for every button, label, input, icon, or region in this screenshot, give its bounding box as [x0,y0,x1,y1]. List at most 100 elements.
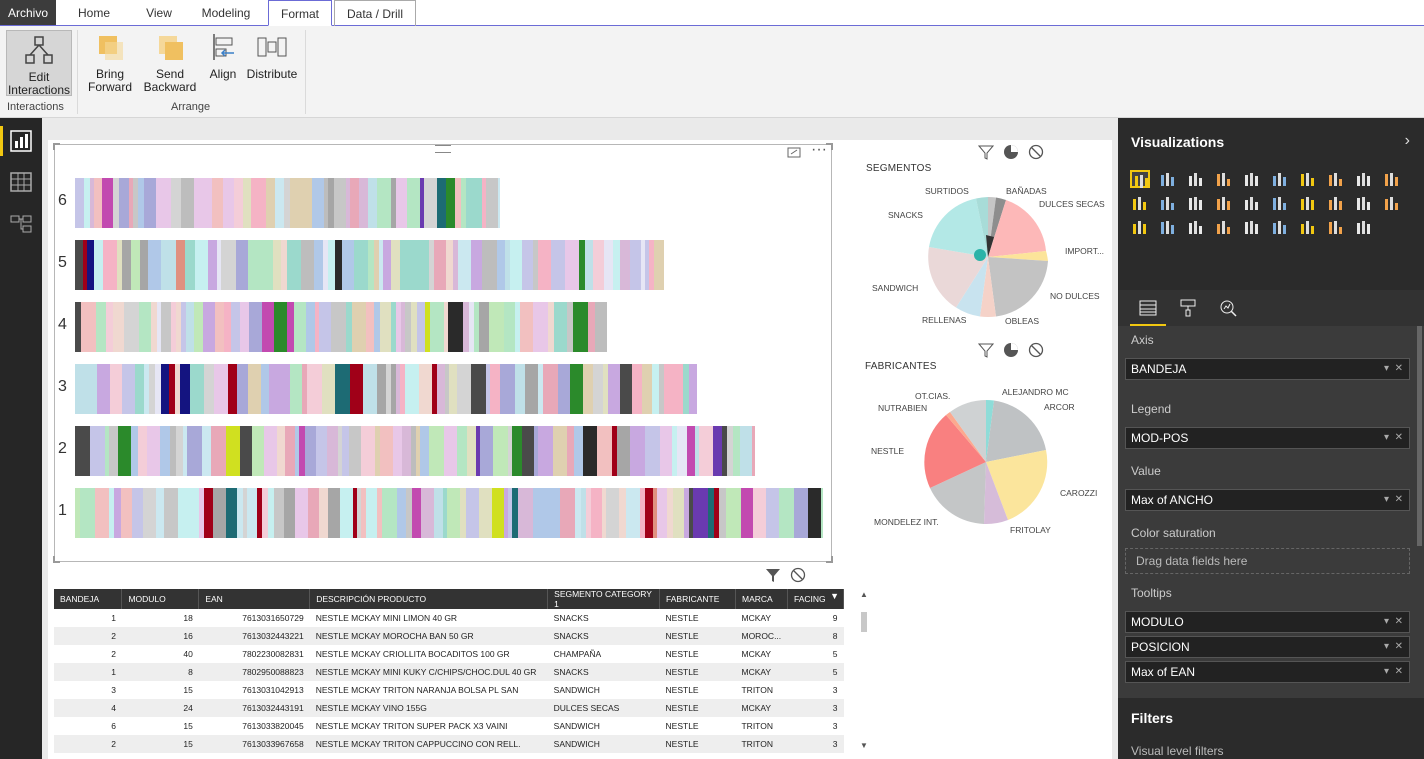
bar-segment[interactable] [282,364,290,414]
bar-segment[interactable] [338,426,342,476]
bar-segment[interactable] [148,240,161,290]
bar-segment[interactable] [548,302,554,352]
send-backward-button[interactable]: Send Backward [140,30,200,94]
more-options-icon[interactable]: ··· [811,141,827,158]
bar-segment[interactable] [575,488,581,538]
bar-segment[interactable] [420,426,429,476]
bar-segment[interactable] [585,240,593,290]
distribute-button[interactable]: Distribute [246,30,298,81]
bar-segment[interactable] [505,240,510,290]
bar-segment[interactable] [143,488,156,538]
bar-segment[interactable] [512,488,518,538]
product-table[interactable]: BANDEJA MODULO EAN DESCRIPCIÓN PRODUCTO … [54,589,845,753]
pie-segmentos[interactable] [926,195,1050,319]
bar-segment[interactable] [359,178,368,228]
bar-segment[interactable] [181,178,194,228]
bar-segment[interactable] [211,426,226,476]
bar-segment[interactable] [567,302,573,352]
bar-segment[interactable] [295,488,308,538]
bar-segment[interactable] [202,426,211,476]
filter-icon[interactable] [978,342,994,358]
bar-segment[interactable] [480,426,493,476]
bar-segment[interactable] [357,488,361,538]
bar-segment[interactable] [350,364,363,414]
table-row[interactable]: 2 16 7613032443221 NESTLE MCKAY MOROCHA BAN… [54,627,844,645]
bar-segment[interactable] [508,488,512,538]
field-controls[interactable]: ▾ ✕ [1384,616,1403,627]
bar-segment[interactable] [269,364,282,414]
bar-segment[interactable] [461,178,466,228]
highlight-pie-icon[interactable] [1003,144,1019,160]
bar-segment[interactable] [103,240,117,290]
bar-segment[interactable] [194,302,203,352]
bar-segment[interactable] [560,488,575,538]
bar-segment[interactable] [570,364,583,414]
bar-segment[interactable] [416,426,420,476]
bar-segment[interactable] [593,240,604,290]
bar-segment[interactable] [515,302,520,352]
bar-segment[interactable] [217,240,221,290]
bar-segment[interactable] [297,178,312,228]
bar-segment[interactable] [414,240,429,290]
table-row[interactable]: 3 15 7613031042913 NESTLE MCKAY TRITON NARA… [54,681,844,699]
table-row[interactable]: 6 15 7613033820045 NESTLE MCKAY TRITON SUPE… [54,717,844,735]
visual-type-icon[interactable] [1214,194,1234,212]
bar-segment[interactable] [156,178,171,228]
bar-segment[interactable] [350,178,359,228]
bar-segment[interactable] [185,240,195,290]
tooltip-field[interactable]: Max of EAN ▾ ✕ [1125,661,1410,683]
bar-segment[interactable] [719,488,726,538]
bar-segment[interactable] [113,178,119,228]
bar-segment[interactable] [558,364,570,414]
bar-segment[interactable] [164,488,178,538]
bar-segment[interactable] [429,240,434,290]
pie-slice[interactable] [986,235,994,257]
bar-segment[interactable] [331,302,346,352]
bar-segment[interactable] [479,302,489,352]
bar-segment[interactable] [110,364,122,414]
bar-segment[interactable] [645,426,660,476]
bar-segment[interactable] [305,426,316,476]
bar-segment[interactable] [380,302,391,352]
bar-segment[interactable] [161,302,171,352]
bar-segment[interactable] [660,426,672,476]
resize-handle[interactable] [53,556,60,563]
bar-segment[interactable] [391,178,396,228]
bar-segment[interactable] [346,178,350,228]
bar-segment[interactable] [406,488,412,538]
bar-segment[interactable] [391,302,396,352]
bar-segment[interactable] [315,302,319,352]
bar-segment[interactable] [203,302,215,352]
pie-slice[interactable] [988,200,1046,257]
bar-segment[interactable] [649,240,654,290]
visual-type-icon[interactable] [1186,194,1206,212]
focus-mode-icon[interactable] [787,145,801,159]
bar-segment[interactable] [693,488,708,538]
bar-row-2[interactable] [75,426,755,476]
bar-segment[interactable] [287,240,301,290]
bar-segment[interactable] [178,488,191,538]
table-row[interactable]: 2 40 7802230082831 NESTLE MCKAY CRIOLLITA B… [54,645,844,663]
pie-slice[interactable] [984,462,1008,525]
bar-segment[interactable] [727,426,733,476]
bar-segment[interactable] [766,488,779,538]
bar-segment[interactable] [240,302,249,352]
bar-segment[interactable] [683,364,689,414]
visual-type-icon[interactable] [1130,218,1150,236]
bar-segment[interactable] [412,488,421,538]
bar-segment[interactable] [474,302,479,352]
bar-segment[interactable] [226,426,240,476]
bar-segment[interactable] [722,426,727,476]
column-header[interactable]: EAN [198,589,311,609]
bar-segment[interactable] [135,364,144,414]
bar-segment[interactable] [448,302,463,352]
bar-segment[interactable] [175,364,180,414]
bar-segment[interactable] [176,240,185,290]
bar-segment[interactable] [281,240,287,290]
table-row[interactable]: 1 18 7613031650729 NESTLE MCKAY MINI LIMON … [54,609,844,627]
bar-segment[interactable] [208,240,217,290]
analytics-magnifier-icon[interactable] [1218,298,1238,318]
bar-segment[interactable] [689,488,693,538]
bar-segment[interactable] [522,240,533,290]
bar-segment[interactable] [612,426,617,476]
